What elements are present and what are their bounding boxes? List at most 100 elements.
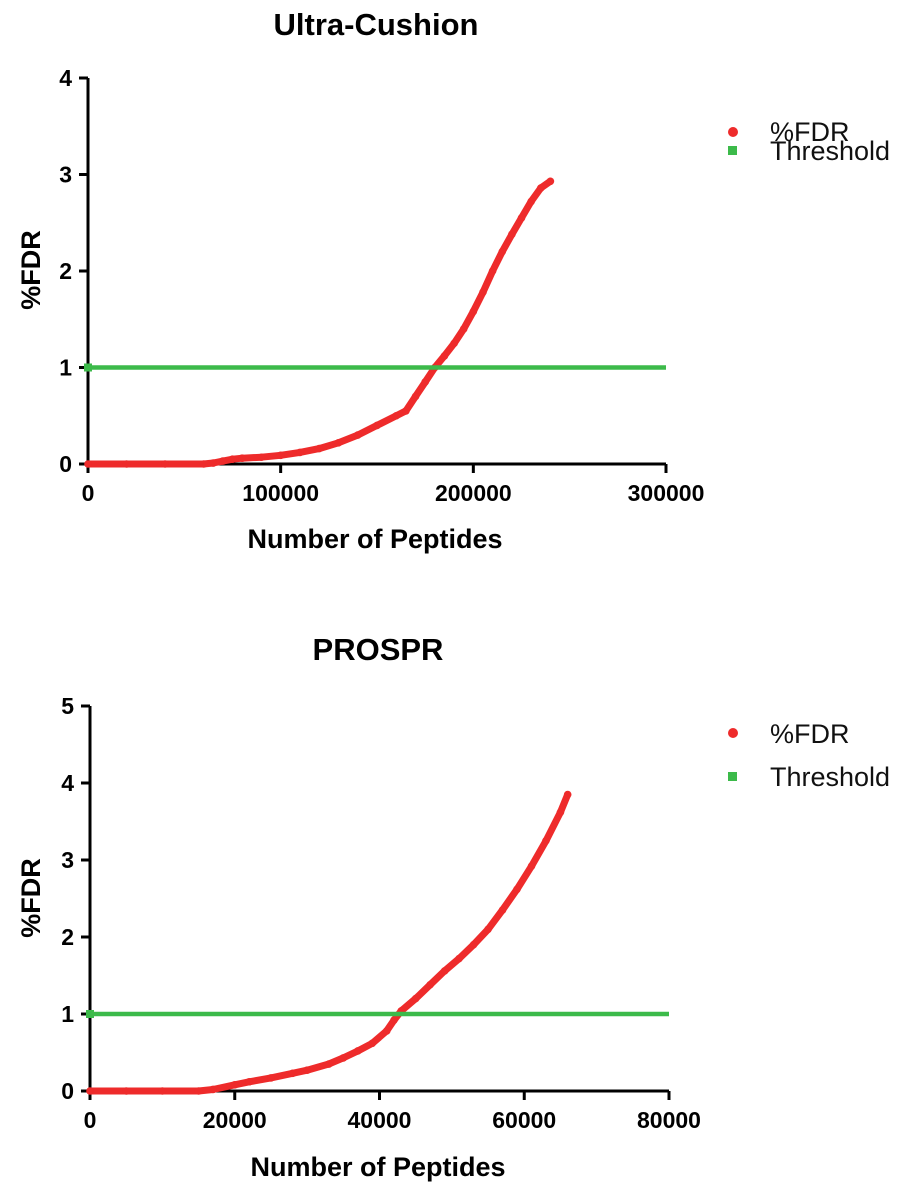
fdr-point bbox=[392, 411, 401, 420]
fdr-point bbox=[517, 214, 526, 222]
fdr-point bbox=[339, 1054, 348, 1062]
fdr-point bbox=[368, 1039, 377, 1048]
x-tick-label: 60000 bbox=[492, 1107, 556, 1133]
fdr-point bbox=[353, 1047, 362, 1055]
fdr-point bbox=[276, 451, 285, 460]
y-tick-label: 1 bbox=[59, 355, 72, 381]
x-tick-label: 80000 bbox=[637, 1107, 701, 1133]
fdr-point bbox=[86, 1087, 94, 1095]
y-tick-label: 0 bbox=[61, 1078, 74, 1104]
chart-prospr: PROSPR 0 20000 40000 60000 80000 0 1 2 3 4 5 Numbe… bbox=[16, 632, 890, 1182]
fdr-point bbox=[498, 247, 507, 256]
fdr-point bbox=[455, 954, 463, 963]
fdr-point bbox=[245, 1077, 254, 1086]
legend-threshold-label: Threshold bbox=[770, 136, 890, 166]
fdr-series-line bbox=[84, 177, 554, 468]
fdr-point bbox=[390, 1016, 398, 1024]
ticks: 0 100000 200000 300000 0 1 2 3 4 bbox=[59, 65, 704, 506]
fdr-point bbox=[421, 378, 429, 386]
y-axis-label: %FDR bbox=[16, 230, 46, 310]
fdr-point bbox=[228, 455, 237, 463]
y-tick-label: 3 bbox=[61, 847, 74, 873]
fdr-point bbox=[325, 1060, 333, 1068]
fdr-point bbox=[122, 1087, 130, 1095]
legend: %FDR Threshold bbox=[728, 117, 890, 166]
y-tick-label: 3 bbox=[59, 162, 72, 188]
fdr-point bbox=[382, 1027, 391, 1035]
fdr-point bbox=[334, 438, 343, 447]
x-tick-label: 0 bbox=[84, 1107, 97, 1133]
fdr-series-line bbox=[86, 791, 572, 1095]
fdr-point bbox=[257, 453, 266, 462]
fdr-point bbox=[479, 288, 487, 297]
fdr-point bbox=[209, 1085, 217, 1094]
fdr-point bbox=[402, 407, 410, 415]
fdr-point bbox=[199, 460, 208, 468]
ticks: 0 20000 40000 60000 80000 0 1 2 3 4 5 bbox=[61, 693, 701, 1133]
y-tick-label: 2 bbox=[59, 258, 72, 284]
fdr-point bbox=[508, 230, 516, 239]
fdr-point bbox=[527, 197, 535, 206]
fdr-point bbox=[158, 1087, 167, 1095]
threshold-point bbox=[86, 1010, 94, 1018]
fdr-point bbox=[536, 184, 545, 192]
fdr-point bbox=[84, 460, 92, 468]
x-tick-label: 300000 bbox=[628, 480, 705, 506]
y-axis-label: %FDR bbox=[16, 858, 46, 938]
legend-fdr-marker bbox=[728, 127, 738, 137]
chart-title: PROSPR bbox=[313, 632, 444, 667]
chart-title: Ultra-Cushion bbox=[274, 7, 479, 42]
y-tick-label: 5 bbox=[61, 693, 74, 719]
x-tick-label: 200000 bbox=[435, 480, 512, 506]
fdr-point bbox=[542, 836, 550, 845]
fdr-point bbox=[122, 460, 131, 468]
fdr-point bbox=[498, 906, 507, 914]
fdr-point bbox=[484, 925, 492, 934]
legend-threshold-marker bbox=[728, 146, 737, 155]
fdr-point bbox=[527, 862, 536, 870]
fdr-point bbox=[556, 808, 565, 817]
threshold-point bbox=[84, 363, 92, 372]
fdr-point bbox=[440, 352, 449, 360]
fdr-point bbox=[353, 431, 362, 439]
x-axis-label: Number of Peptides bbox=[247, 524, 502, 554]
fdr-point bbox=[303, 1066, 311, 1075]
fdr-point bbox=[459, 325, 468, 333]
axes bbox=[86, 78, 666, 466]
fdr-point bbox=[209, 459, 218, 467]
fdr-point bbox=[513, 885, 521, 894]
fdr-point bbox=[373, 421, 381, 430]
fdr-point bbox=[238, 454, 246, 463]
x-axis-label: Number of Peptides bbox=[250, 1152, 505, 1182]
fdr-point bbox=[469, 940, 478, 949]
fdr-point bbox=[563, 790, 572, 799]
fdr-point bbox=[267, 1074, 275, 1082]
legend-fdr-label: %FDR bbox=[770, 117, 850, 147]
x-tick-label: 40000 bbox=[348, 1107, 412, 1133]
legend: %FDR Threshold bbox=[728, 719, 890, 792]
legend-threshold-label: Threshold bbox=[770, 762, 890, 792]
fdr-point bbox=[315, 444, 324, 453]
fdr-point bbox=[426, 980, 434, 989]
fdr-point bbox=[440, 967, 449, 975]
fdr-point bbox=[411, 994, 420, 1003]
legend-threshold-marker bbox=[728, 772, 737, 781]
fdr-point bbox=[450, 339, 458, 348]
chart-ultra-cushion: Ultra-Cushion 0 100000 200000 300000 0 1 2 3 4 N… bbox=[16, 7, 890, 554]
x-tick-label: 100000 bbox=[242, 480, 319, 506]
y-tick-label: 0 bbox=[59, 451, 72, 477]
fdr-point bbox=[194, 1087, 203, 1095]
y-tick-label: 2 bbox=[61, 924, 74, 950]
legend-fdr-marker bbox=[728, 728, 738, 738]
series bbox=[86, 790, 669, 1095]
y-tick-label: 1 bbox=[61, 1001, 74, 1027]
fdr-point bbox=[488, 267, 497, 275]
x-tick-label: 0 bbox=[82, 480, 95, 506]
series bbox=[84, 177, 666, 468]
fdr-point bbox=[219, 457, 227, 465]
y-tick-label: 4 bbox=[61, 770, 74, 796]
x-tick-label: 20000 bbox=[203, 1107, 267, 1133]
fdr-point bbox=[296, 448, 304, 457]
fdr-point bbox=[469, 307, 478, 316]
